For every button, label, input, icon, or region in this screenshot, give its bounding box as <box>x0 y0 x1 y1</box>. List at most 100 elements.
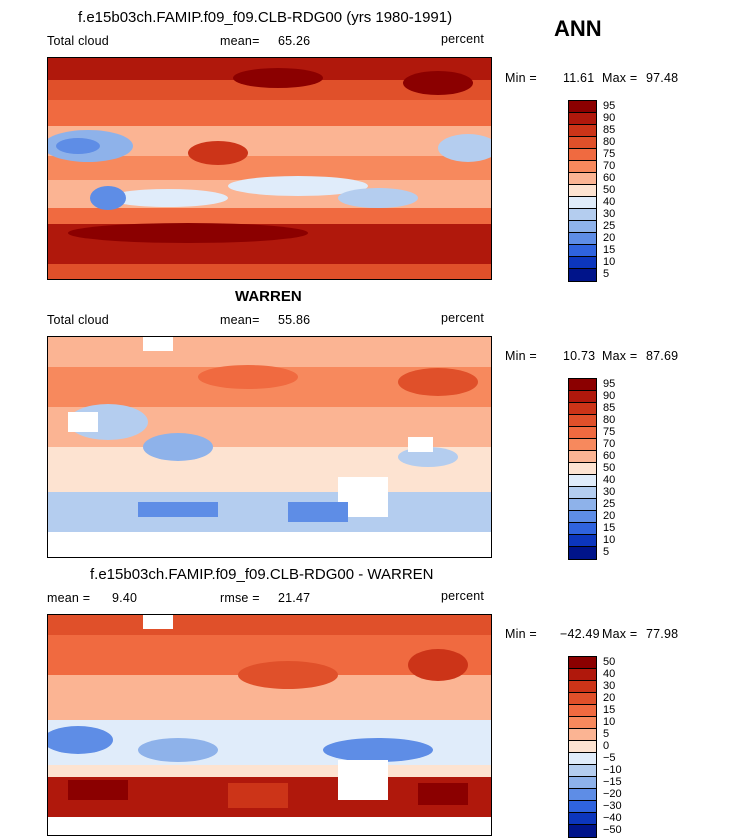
colorbar-swatch <box>569 693 596 705</box>
colorbar-label: 10 <box>603 534 616 546</box>
panel3-mean-label: mean = <box>47 591 91 605</box>
colorbar-swatch <box>569 221 596 233</box>
panel3-min-value: −42.49 <box>560 627 600 641</box>
colorbar-label: 60 <box>603 172 616 184</box>
colorbar-swatch <box>569 403 596 415</box>
colorbar-swatch <box>569 729 596 741</box>
panel1-mean-label: mean= <box>220 34 260 48</box>
colorbar-label: 95 <box>603 100 616 112</box>
panel3-rmse-label: rmse = <box>220 591 260 605</box>
colorbar-label: 10 <box>603 716 616 728</box>
colorbar-swatch <box>569 415 596 427</box>
panel2-max-value: 87.69 <box>646 349 679 363</box>
colorbar-swatch <box>569 101 596 113</box>
colorbar-swatch <box>569 245 596 257</box>
colorbar-label: 5 <box>603 546 610 558</box>
colorbar-swatch <box>569 173 596 185</box>
colorbar-swatch <box>569 379 596 391</box>
panel3-field <box>48 615 491 835</box>
panel1-units: percent <box>441 32 485 46</box>
season-label: ANN <box>554 16 602 41</box>
colorbar-label: 20 <box>603 692 616 704</box>
colorbar-swatch <box>569 777 596 789</box>
panel3-max-label: Max = <box>602 627 638 641</box>
colorbar-swatch <box>569 669 596 681</box>
colorbar-swatch <box>569 475 596 487</box>
colorbar-label: 25 <box>603 498 616 510</box>
colorbar-label: 15 <box>603 704 616 716</box>
colorbar-label: 5 <box>603 268 610 280</box>
panel1-min-label: Min = <box>505 71 537 85</box>
colorbar-label: 50 <box>603 656 616 668</box>
colorbar-swatch <box>569 705 596 717</box>
colorbar-swatch <box>569 535 596 547</box>
panel1-title: f.e15b03ch.FAMIP.f09_f09.CLB-RDG00 (yrs … <box>78 9 453 26</box>
panel3-mean-value: 9.40 <box>112 591 138 605</box>
panel2-mean-value: 55.86 <box>278 313 311 327</box>
panel2-max-label: Max = <box>602 349 638 363</box>
panel3-max-value: 77.98 <box>646 627 679 641</box>
colorbar-label: 75 <box>603 148 616 160</box>
panel1-field <box>48 58 491 279</box>
colorbar-swatch <box>569 487 596 499</box>
colorbar-swatch <box>569 391 596 403</box>
colorbar-swatch <box>569 547 596 559</box>
panel3-map <box>47 614 492 836</box>
colorbar-swatch <box>569 451 596 463</box>
colorbar-swatch <box>569 717 596 729</box>
colorbar-label: 40 <box>603 474 616 486</box>
colorbar-label: −50 <box>603 824 622 836</box>
colorbar-swatch <box>569 511 596 523</box>
panel3-min-label: Min = <box>505 627 537 641</box>
panel2-min-label: Min = <box>505 349 537 363</box>
colorbar-label: 15 <box>603 522 616 534</box>
colorbar-swatch <box>569 753 596 765</box>
colorbar-swatch <box>569 741 596 753</box>
panel1-colorbar <box>568 100 597 282</box>
colorbar-label: 70 <box>603 160 616 172</box>
colorbar-swatch <box>569 789 596 801</box>
colorbar-label: −15 <box>603 776 622 788</box>
colorbar-label: 30 <box>603 208 616 220</box>
panel2-title: WARREN <box>235 288 302 305</box>
panel1-max-value: 97.48 <box>646 71 679 85</box>
panel2-variable: Total cloud <box>47 313 109 327</box>
panel2-units: percent <box>441 311 485 325</box>
colorbar-label: 95 <box>603 378 616 390</box>
colorbar-label: 15 <box>603 244 616 256</box>
colorbar-swatch <box>569 463 596 475</box>
colorbar-swatch <box>569 209 596 221</box>
colorbar-label: 40 <box>603 196 616 208</box>
colorbar-label: 20 <box>603 510 616 522</box>
colorbar-swatch <box>569 257 596 269</box>
colorbar-label: 40 <box>603 668 616 680</box>
colorbar-swatch <box>569 813 596 825</box>
colorbar-swatch <box>569 657 596 669</box>
colorbar-label: 50 <box>603 462 616 474</box>
colorbar-label: −40 <box>603 812 622 824</box>
colorbar-swatch <box>569 137 596 149</box>
colorbar-label: 70 <box>603 438 616 450</box>
panel1-variable: Total cloud <box>47 34 109 48</box>
colorbar-swatch <box>569 269 596 281</box>
colorbar-label: 20 <box>603 232 616 244</box>
panel1-map <box>47 57 492 280</box>
colorbar-swatch <box>569 125 596 137</box>
colorbar-label: −30 <box>603 800 622 812</box>
panel3-rmse-value: 21.47 <box>278 591 311 605</box>
colorbar-label: −20 <box>603 788 622 800</box>
colorbar-swatch <box>569 439 596 451</box>
colorbar-label: 30 <box>603 486 616 498</box>
colorbar-swatch <box>569 161 596 173</box>
panel2-min-value: 10.73 <box>563 349 596 363</box>
colorbar-swatch <box>569 765 596 777</box>
colorbar-label: −5 <box>603 752 616 764</box>
colorbar-label: 80 <box>603 414 616 426</box>
colorbar-swatch <box>569 427 596 439</box>
colorbar-swatch <box>569 523 596 535</box>
colorbar-swatch <box>569 681 596 693</box>
panel2-field <box>48 337 491 557</box>
colorbar-swatch <box>569 499 596 511</box>
colorbar-label: 90 <box>603 112 616 124</box>
colorbar-label: 50 <box>603 184 616 196</box>
